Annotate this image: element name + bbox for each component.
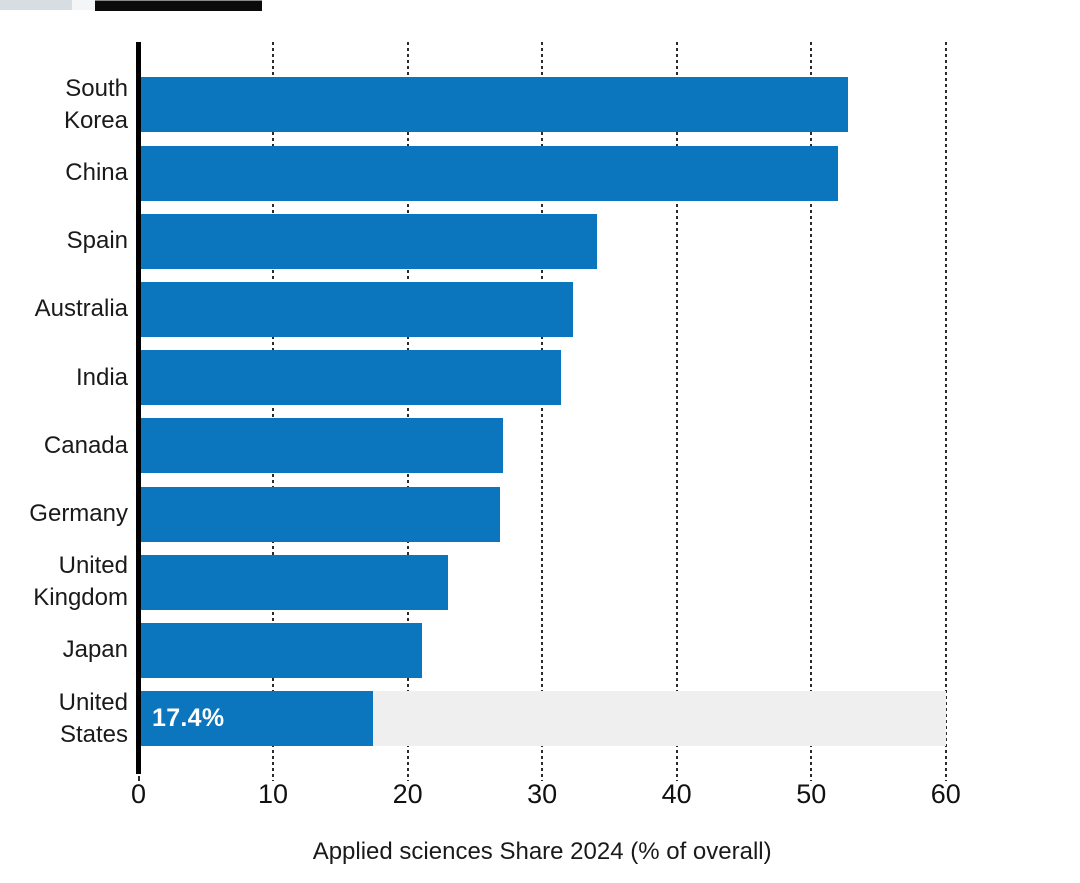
bar-china bbox=[141, 145, 839, 201]
gridline-60 bbox=[944, 42, 947, 781]
category-label-spain: Spain bbox=[66, 227, 128, 255]
cropped-ui-fragment-dark bbox=[95, 0, 262, 11]
x-axis-title: Applied sciences Share 2024 (% of overal… bbox=[312, 838, 772, 865]
bar-india bbox=[141, 350, 561, 406]
category-label-united-states: United States bbox=[58, 688, 128, 748]
gridline-10 bbox=[272, 42, 275, 781]
bar-value-label: 17.4% bbox=[152, 704, 225, 733]
x-tick-label-50: 50 bbox=[796, 779, 827, 809]
cropped-ui-fragment-faint bbox=[72, 0, 95, 10]
y-axis-line bbox=[136, 42, 141, 774]
x-tick-label-40: 40 bbox=[661, 779, 692, 809]
category-label-germany: Germany bbox=[29, 500, 128, 527]
x-tick-label-20: 20 bbox=[392, 779, 423, 809]
x-axis-zero-tick bbox=[137, 776, 140, 781]
category-label-south-korea: South Korea bbox=[63, 74, 128, 134]
category-label-china: China bbox=[65, 159, 128, 186]
bar-spain bbox=[141, 213, 598, 269]
bar-united-kingdom bbox=[141, 554, 448, 610]
bar-germany bbox=[141, 486, 501, 542]
x-tick-label-60: 60 bbox=[930, 779, 961, 809]
category-label-japan: Japan bbox=[62, 636, 128, 664]
gridline-50 bbox=[810, 42, 813, 781]
x-tick-label-30: 30 bbox=[527, 779, 558, 809]
bar-canada bbox=[141, 418, 504, 474]
category-label-canada: Canada bbox=[43, 431, 128, 459]
gridline-30 bbox=[541, 42, 544, 781]
bar-united-states: 17.4% bbox=[141, 691, 373, 747]
category-label-india: India bbox=[75, 363, 128, 391]
cropped-ui-fragment-light bbox=[0, 0, 72, 10]
category-label-united-kingdom: United Kingdom bbox=[33, 552, 128, 612]
x-tick-label-10: 10 bbox=[258, 779, 289, 809]
gridline-40 bbox=[675, 42, 678, 781]
bar-south-korea bbox=[141, 77, 848, 133]
bar-australia bbox=[141, 281, 574, 337]
bar-japan bbox=[141, 622, 423, 678]
category-label-australia: Australia bbox=[34, 295, 128, 323]
x-tick-label-0: 0 bbox=[130, 779, 147, 809]
gridline-20 bbox=[406, 42, 409, 781]
